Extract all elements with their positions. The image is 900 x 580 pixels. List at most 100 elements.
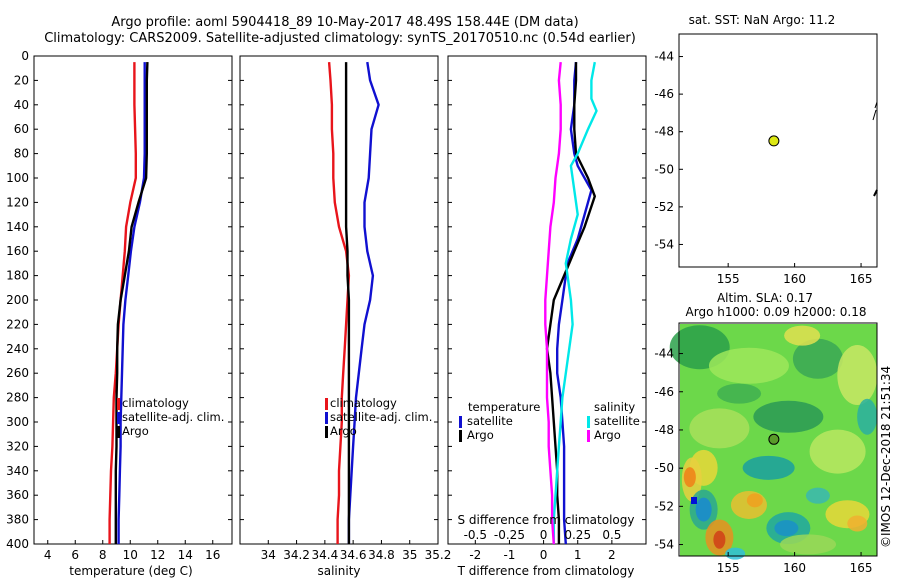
sla-anomaly-blob <box>717 383 762 404</box>
sla-map-frame <box>678 322 878 557</box>
series-line-s-satellite <box>552 61 598 544</box>
depth-tick-label: 100 <box>6 171 29 185</box>
sla-min-marker <box>691 497 697 504</box>
legend-label: Argo <box>467 428 494 442</box>
sla-anomaly-blob <box>784 325 821 346</box>
lat-tick-label: -48 <box>654 125 674 139</box>
temperature-xlabel: temperature (deg C) <box>69 564 192 578</box>
sla-anomaly-blob <box>774 520 799 537</box>
depth-tick-label: 80 <box>14 147 29 161</box>
lat-tick-label: -54 <box>654 237 674 251</box>
difference-plot-frame <box>447 55 647 545</box>
s-tick-label: 0.25 <box>564 528 591 542</box>
x-tick-label: 16 <box>205 548 220 562</box>
lat-tick-label: -44 <box>654 50 674 64</box>
coastline-fragment <box>872 101 878 121</box>
legend-label: climatology <box>330 396 397 410</box>
legend-swatch <box>325 412 328 424</box>
depth-tick-label: 200 <box>6 293 29 307</box>
sla-anomaly-blob <box>780 534 837 555</box>
depth-tick-label: 120 <box>6 195 29 209</box>
x-tick-label: -1 <box>503 548 515 562</box>
lat-tick-label: -50 <box>654 162 674 176</box>
lat-tick-label: -52 <box>654 200 674 214</box>
s-tick-label: 0 <box>540 528 548 542</box>
x-tick-label: 35 <box>402 548 417 562</box>
x-tick-label: 35.2 <box>425 548 452 562</box>
x-tick-label: 1 <box>574 548 582 562</box>
lat-tick-label: -52 <box>654 499 674 513</box>
depth-tick-label: 240 <box>6 342 29 356</box>
sst-map-frame <box>678 33 878 268</box>
sst-map-panel: sat. SST: NaN Argo: 11.2 155 160 165 -44 -46… <box>654 13 878 286</box>
sst-map-title: sat. SST: NaN Argo: 11.2 <box>689 13 836 27</box>
temperature-plot-frame <box>33 55 233 545</box>
sla-anomaly-blob <box>809 429 866 474</box>
x-tick-label: 12 <box>150 548 165 562</box>
lat-tick-label: -54 <box>654 538 674 552</box>
x-tick-label: 34.4 <box>311 548 338 562</box>
lat-tick-label: -50 <box>654 461 674 475</box>
sla-anomaly-blob <box>689 408 750 449</box>
x-tick-label: 0 <box>540 548 548 562</box>
sla-anomaly-blob <box>683 467 696 488</box>
series-line-t-satellite <box>556 61 593 545</box>
s-tick-label: -0.25 <box>494 528 525 542</box>
sla-anomaly-blob <box>837 345 878 406</box>
temperature-panel: 0 20 40 60 80 100 120 140 160 180 200 220 240 260 280 3… <box>6 49 233 578</box>
x-tick-label: 34 <box>261 548 276 562</box>
legend-swatch <box>587 416 590 428</box>
salinity-panel: 34 34.2 34.4 34.6 34.8 35 35.2 climatologysatel… <box>239 55 452 578</box>
depth-tick-label: 160 <box>6 244 29 258</box>
depth-tick-label: 320 <box>6 439 29 453</box>
legend-swatch <box>325 398 328 410</box>
series-line-s-argo <box>544 61 562 545</box>
depth-tick-label: 40 <box>14 98 29 112</box>
lat-tick-label: -44 <box>654 347 674 361</box>
s-tick-label: 0.5 <box>602 528 621 542</box>
legend-label: satellite-adj. clim. <box>330 410 432 424</box>
x-tick-label: 34.2 <box>283 548 310 562</box>
depth-tick-label: 340 <box>6 464 29 478</box>
legend-swatch <box>587 430 590 442</box>
sla-anomaly-blob <box>708 347 789 384</box>
s-difference-label: S difference from climatology <box>458 513 635 527</box>
sla-anomaly-blob <box>753 400 824 433</box>
depth-tick-label: 260 <box>6 366 29 380</box>
depth-tick-label: 380 <box>6 513 29 527</box>
sla-map-title: Altim. SLA: 0.17 <box>717 291 813 305</box>
series-line-argo <box>344 62 351 544</box>
salinity-xlabel: salinity <box>317 564 360 578</box>
lat-tick-label: -46 <box>654 87 674 101</box>
x-tick-label: 8 <box>99 548 107 562</box>
lat-tick-label: -46 <box>654 385 674 399</box>
lon-tick-label: 160 <box>783 561 806 575</box>
lon-tick-label: 165 <box>850 561 873 575</box>
x-tick-label: -2 <box>469 548 481 562</box>
sla-anomaly-blob <box>725 547 746 560</box>
x-tick-label: 10 <box>123 548 138 562</box>
x-tick-label: 34.6 <box>340 548 367 562</box>
series-line-argo <box>114 62 149 544</box>
difference-panel: -2 -1 0 1 2temperaturesatelliteArgosalinitys… <box>447 55 647 578</box>
sla-map-panel: Altim. SLA: 0.17 Argo h1000: 0.09 h2000:… <box>654 291 878 575</box>
x-tick-label: 6 <box>71 548 79 562</box>
depth-tick-label: 400 <box>6 537 29 551</box>
title-line-1: Argo profile: aoml 5904418_89 10-May-201… <box>111 15 578 30</box>
difference-xlabel: T difference from climatology <box>457 564 635 578</box>
depth-tick-label: 140 <box>6 220 29 234</box>
sla-map-subtitle: Argo h1000: 0.09 h2000: 0.18 <box>686 305 867 319</box>
sla-anomaly-blob <box>713 530 726 549</box>
legend-title-salinity: salinity <box>594 400 635 414</box>
depth-tick-label: 280 <box>6 391 29 405</box>
x-tick-label: 34.8 <box>368 548 395 562</box>
series-line-climatology <box>327 62 351 544</box>
legend-label: satellite <box>594 414 640 428</box>
legend-label: climatology <box>122 396 189 410</box>
legend-label: satellite-adj. clim. <box>122 410 224 424</box>
x-tick-label: 2 <box>608 548 616 562</box>
title-line-2: Climatology: CARS2009. Satellite-adjuste… <box>44 31 636 46</box>
depth-tick-label: 180 <box>6 269 29 283</box>
legend-swatch <box>459 416 462 428</box>
